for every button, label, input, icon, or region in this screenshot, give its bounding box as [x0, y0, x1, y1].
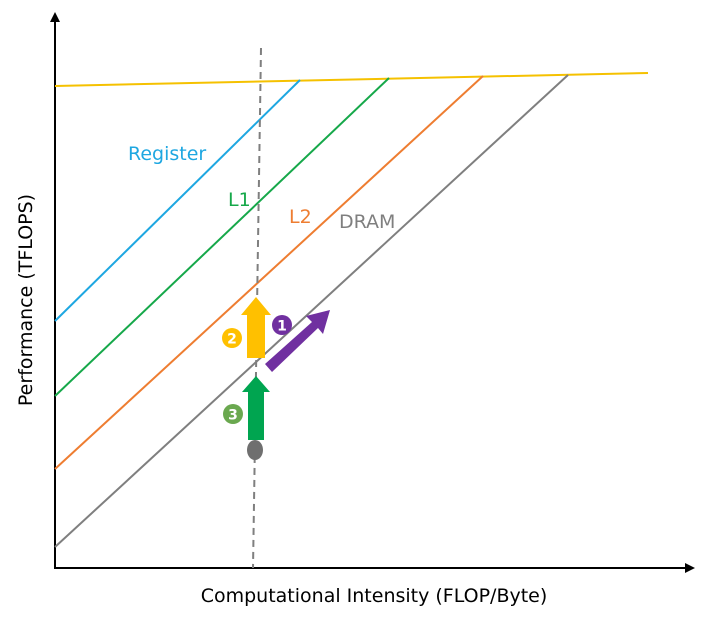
register-label: Register [128, 143, 206, 165]
step-3-number: 3 [228, 408, 238, 424]
dram-label: DRAM [339, 211, 395, 233]
register-roofline [54, 79, 301, 322]
step-2-arrow [241, 297, 271, 358]
l2-roofline [54, 75, 484, 470]
step-1-badge-circle [272, 315, 292, 335]
l1-roofline [54, 77, 390, 397]
y-axis-label: Performance (TFLOPS) [15, 194, 37, 406]
step-2-number: 2 [227, 332, 237, 348]
step-1-badge: 1 [272, 315, 292, 335]
x-axis-label: Computational Intensity (FLOP/Byte) [201, 585, 548, 607]
step-3-arrow [242, 376, 270, 440]
intensity-reference-line [252, 47, 262, 569]
l2-label: L2 [289, 206, 312, 228]
step-1-arrow [265, 310, 330, 372]
step-3-badge: 3 [223, 404, 243, 424]
dram-roofline [54, 74, 569, 548]
l1-label: L1 [228, 189, 251, 211]
start-point [247, 440, 263, 460]
step-2-badge: 2 [222, 328, 242, 348]
compute-roof-line [54, 72, 649, 87]
step-3-badge-circle [223, 404, 243, 424]
step-2-badge-circle [222, 328, 242, 348]
step-1-number: 1 [277, 319, 287, 335]
